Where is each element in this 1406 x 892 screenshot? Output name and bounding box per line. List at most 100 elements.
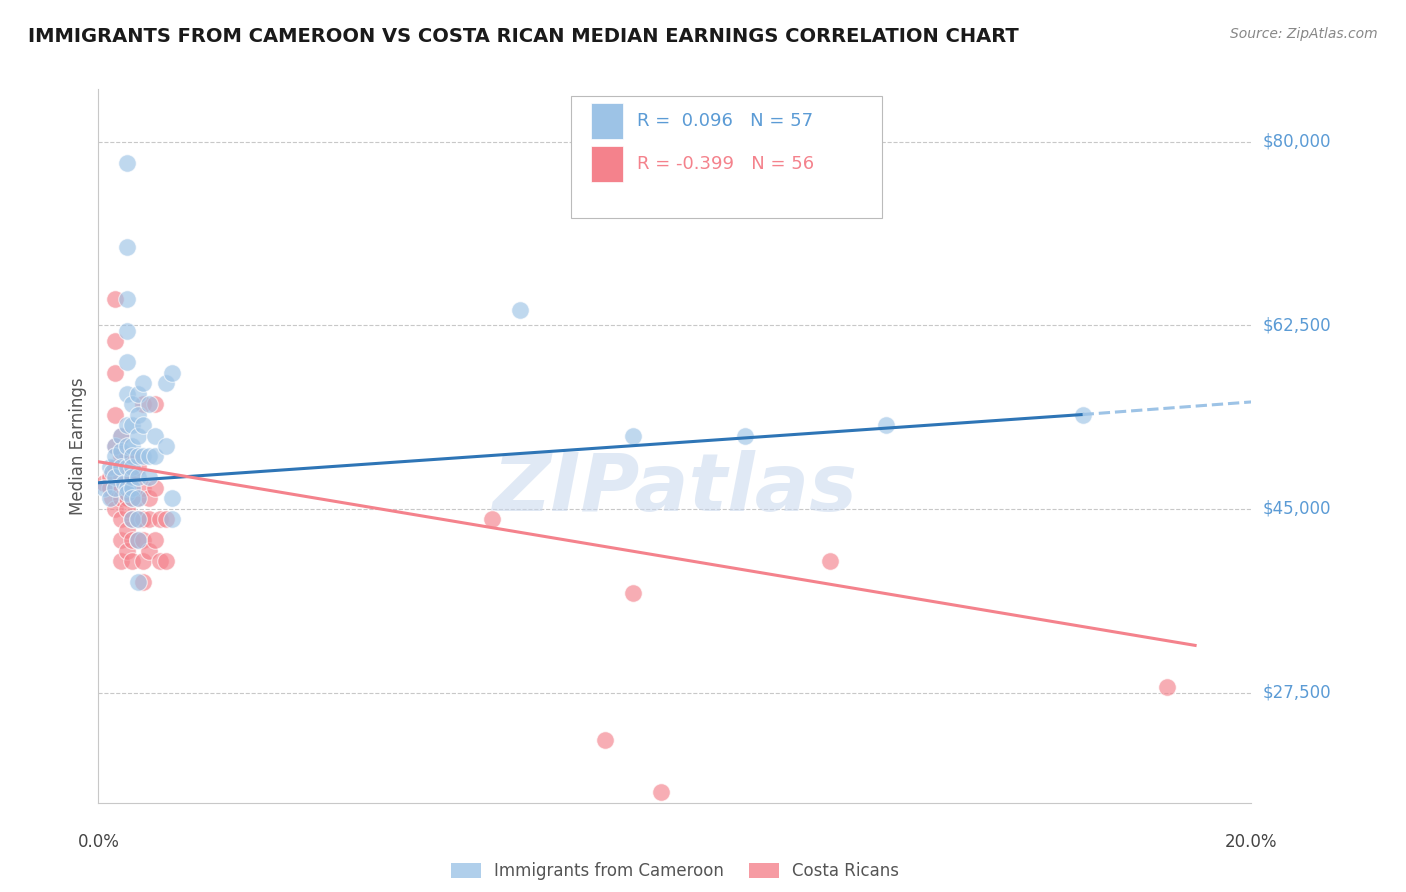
Point [160, 491, 183, 506]
FancyBboxPatch shape [571, 96, 883, 218]
Point [121, 417, 143, 432]
Point [93, 475, 115, 490]
Point [132, 376, 155, 390]
Point [127, 491, 149, 506]
Point [115, 239, 138, 253]
Point [104, 450, 127, 464]
Point [104, 460, 127, 475]
Point [818, 554, 841, 568]
Point [115, 292, 138, 306]
Text: $80,000: $80,000 [1263, 133, 1331, 151]
Point [121, 491, 143, 506]
Point [127, 428, 149, 442]
Point [104, 481, 127, 495]
Point [110, 470, 132, 484]
Y-axis label: Median Earnings: Median Earnings [69, 377, 87, 515]
Point [121, 481, 143, 495]
Point [127, 512, 149, 526]
Point [121, 491, 143, 506]
Point [115, 324, 138, 338]
Point [112, 475, 135, 490]
Text: $45,000: $45,000 [1263, 500, 1331, 518]
Point [121, 554, 143, 568]
Text: 20.0%: 20.0% [1225, 833, 1278, 851]
Point [509, 302, 531, 317]
Point [110, 450, 132, 464]
Point [132, 450, 155, 464]
Point [115, 439, 138, 453]
Point [138, 544, 160, 558]
Point [132, 575, 155, 590]
Point [98, 481, 121, 495]
Point [138, 491, 160, 506]
Text: Source: ZipAtlas.com: Source: ZipAtlas.com [1230, 27, 1378, 41]
Bar [591, 103, 623, 139]
Point [155, 376, 177, 390]
Point [143, 450, 166, 464]
Point [138, 512, 160, 526]
Point [104, 439, 127, 453]
Point [101, 465, 124, 479]
Point [104, 408, 127, 422]
Point [110, 428, 132, 442]
Point [115, 155, 138, 169]
Point [621, 586, 644, 600]
Point [104, 366, 127, 380]
Point [104, 470, 127, 484]
Point [121, 533, 143, 548]
Point [143, 428, 166, 442]
Point [127, 386, 149, 401]
Text: ZIPatlas: ZIPatlas [492, 450, 858, 528]
Point [127, 450, 149, 464]
Point [115, 450, 138, 464]
Point [149, 554, 172, 568]
Point [110, 481, 132, 495]
Point [121, 397, 143, 411]
Point [127, 460, 149, 475]
Point [132, 481, 155, 495]
Point [138, 397, 160, 411]
Text: IMMIGRANTS FROM CAMEROON VS COSTA RICAN MEDIAN EARNINGS CORRELATION CHART: IMMIGRANTS FROM CAMEROON VS COSTA RICAN … [28, 27, 1019, 45]
Point [115, 460, 138, 475]
Point [160, 366, 183, 380]
Point [121, 439, 143, 453]
Point [127, 470, 149, 484]
Point [121, 450, 143, 464]
Point [121, 460, 143, 475]
Point [104, 334, 127, 348]
Point [160, 512, 183, 526]
Point [593, 732, 616, 747]
Point [1071, 408, 1094, 422]
Point [110, 554, 132, 568]
Point [121, 512, 143, 526]
Legend: Immigrants from Cameroon, Costa Ricans: Immigrants from Cameroon, Costa Ricans [450, 862, 900, 880]
Text: R =  0.096   N = 57: R = 0.096 N = 57 [637, 112, 813, 130]
Point [115, 355, 138, 369]
Point [98, 491, 121, 506]
Point [121, 470, 143, 484]
Point [127, 408, 149, 422]
Text: R = -0.399   N = 56: R = -0.399 N = 56 [637, 155, 814, 173]
Point [104, 502, 127, 516]
Point [127, 491, 149, 506]
Point [143, 481, 166, 495]
Point [115, 486, 138, 500]
Point [621, 428, 644, 442]
Text: $62,500: $62,500 [1263, 317, 1331, 334]
Point [138, 470, 160, 484]
Point [115, 386, 138, 401]
Point [481, 512, 503, 526]
Point [101, 491, 124, 506]
Point [149, 512, 172, 526]
Point [1156, 681, 1178, 695]
Point [143, 533, 166, 548]
Point [110, 444, 132, 458]
Point [132, 417, 155, 432]
Point [93, 481, 115, 495]
Point [121, 512, 143, 526]
Point [115, 491, 138, 506]
Point [110, 460, 132, 475]
Point [650, 785, 672, 799]
Point [121, 450, 143, 464]
Point [115, 481, 138, 495]
